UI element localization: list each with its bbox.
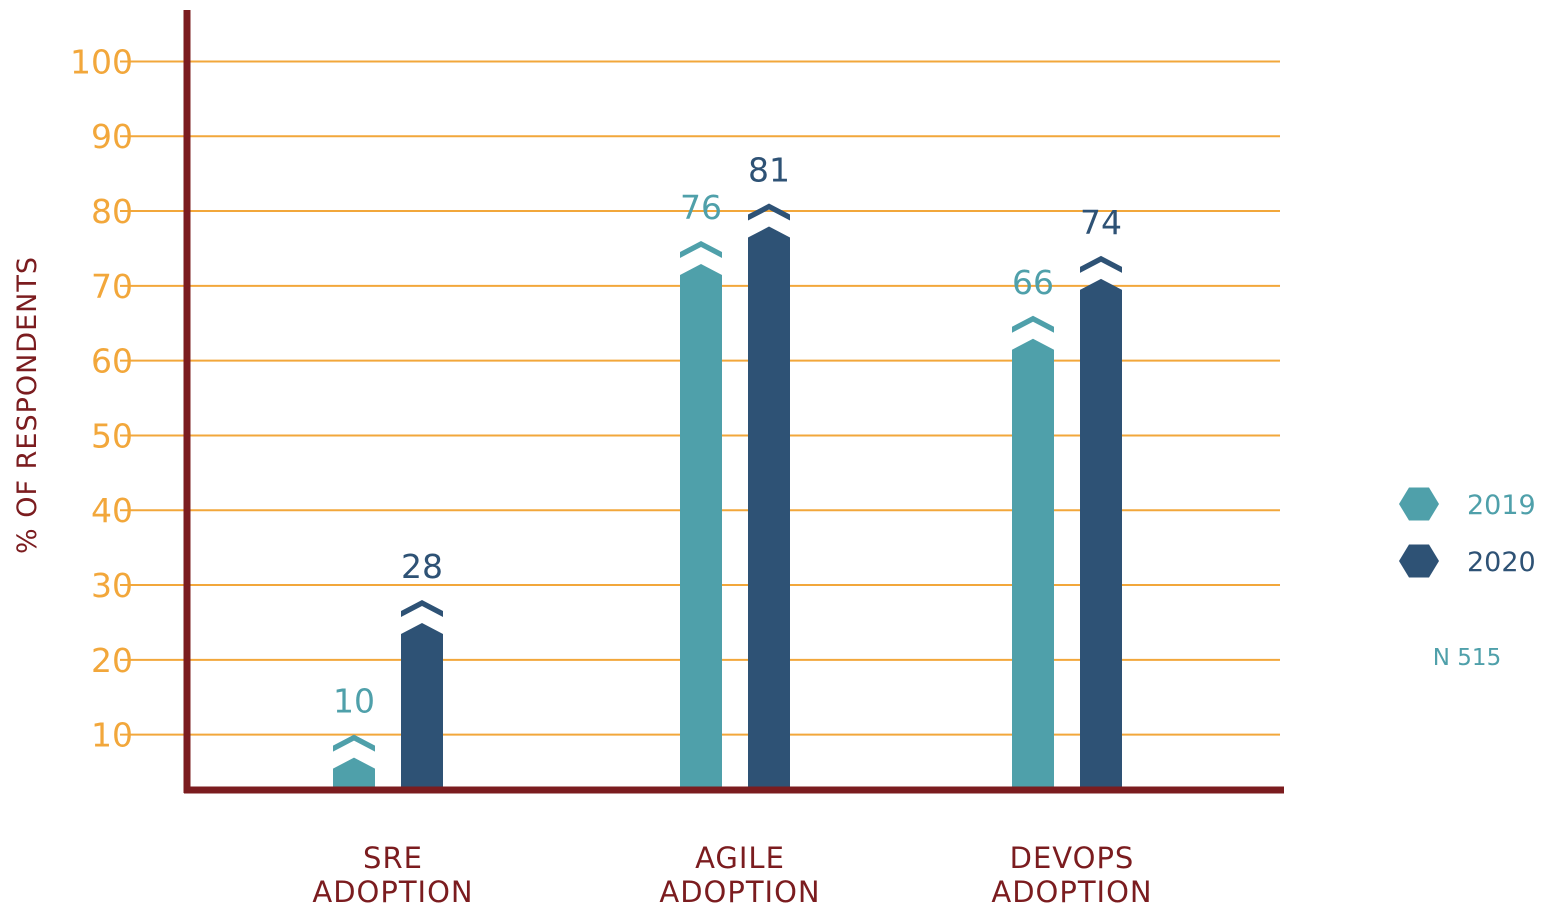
bar-body	[1012, 340, 1054, 787]
data-label: 66	[1012, 263, 1054, 302]
category-label: SRE	[363, 841, 423, 875]
bar	[1080, 255, 1122, 787]
y-axis-title: % OF RESPONDENTS	[12, 256, 43, 554]
bar-chevron	[748, 203, 790, 221]
axes	[183, 10, 1284, 794]
legend-label: 2019	[1467, 490, 1536, 521]
legend-swatch-2020	[1399, 544, 1439, 578]
category-label: ADOPTION	[659, 875, 820, 907]
y-tick-label: 10	[91, 716, 133, 755]
y-tick-label: 90	[91, 117, 133, 156]
y-tick-label: 60	[91, 342, 133, 381]
y-tick-label: 40	[91, 491, 133, 530]
bar-body	[401, 625, 443, 787]
y-tick-label: 50	[91, 416, 133, 455]
legend-swatch-2019	[1399, 487, 1439, 521]
category-label: ADOPTION	[312, 875, 473, 907]
bar-chevron	[1012, 315, 1054, 333]
data-label: 28	[401, 547, 443, 586]
bar-chevron	[401, 600, 443, 617]
data-label: 76	[680, 188, 722, 227]
sample-size-note: N 515	[1433, 645, 1501, 671]
bar	[333, 734, 375, 787]
bar-chevron	[333, 734, 375, 752]
bar	[1012, 315, 1054, 787]
legend-label: 2020	[1467, 547, 1536, 578]
category-label: DEVOPS	[1010, 841, 1135, 875]
data-labels: 10 76 66 28 81 74	[333, 151, 1122, 721]
y-tick-label: 70	[91, 267, 133, 306]
y-tick-label: 100	[70, 42, 133, 81]
bar-body	[1080, 280, 1122, 787]
y-tick-labels: 10 20 30 40 50 60 70 80 90 100	[70, 42, 133, 754]
bar-body	[333, 759, 375, 787]
bar-body	[680, 265, 722, 788]
category-label: ADOPTION	[991, 875, 1152, 907]
bar	[748, 203, 790, 787]
legend: 2019 2020	[1399, 487, 1536, 578]
bars	[333, 203, 1122, 788]
bar-chevron	[680, 240, 722, 258]
bar-chevron	[1080, 255, 1122, 273]
data-label: 81	[748, 151, 790, 190]
y-tick-label: 30	[91, 566, 133, 605]
bar	[680, 240, 722, 788]
bar-body	[748, 228, 790, 787]
y-tick-label: 20	[91, 641, 133, 680]
data-label: 10	[333, 682, 375, 721]
data-label: 74	[1080, 203, 1122, 242]
bar	[401, 600, 443, 787]
category-label: AGILE	[695, 841, 785, 875]
y-tick-label: 80	[91, 192, 133, 231]
